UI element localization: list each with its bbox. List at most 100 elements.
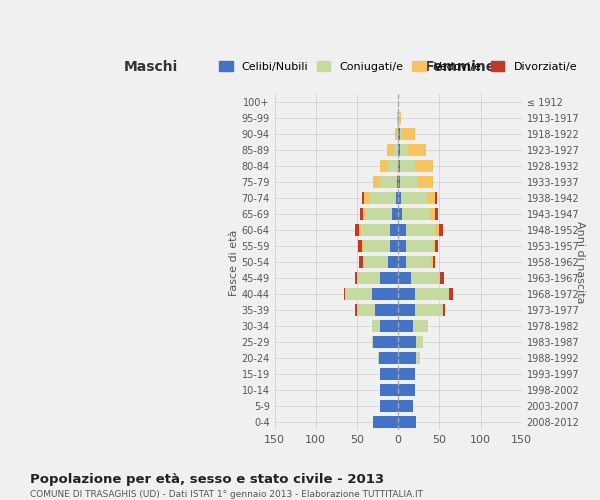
Bar (406, 256, 431, 268)
Bar (435, 208, 438, 220)
Bar (398, 176, 400, 188)
Y-axis label: Fasce di età: Fasce di età (229, 229, 239, 296)
Bar (388, 256, 398, 268)
Bar (443, 304, 445, 316)
Bar (395, 192, 398, 204)
Bar (449, 288, 454, 300)
Bar (402, 128, 415, 140)
Y-axis label: Anni di nascita: Anni di nascita (575, 221, 585, 304)
Bar (398, 192, 401, 204)
Bar (372, 288, 398, 300)
Bar (360, 208, 363, 220)
Bar (373, 336, 398, 348)
Bar (364, 240, 390, 252)
Bar (398, 128, 400, 140)
Bar (380, 384, 398, 396)
Bar (398, 272, 410, 284)
Bar (357, 304, 375, 316)
Bar (397, 112, 398, 124)
Legend: Celibi/Nubili, Coniugati/e, Vedovi/e, Divorziati/e: Celibi/Nubili, Coniugati/e, Vedovi/e, Di… (215, 56, 581, 76)
Bar (380, 368, 398, 380)
Bar (388, 160, 398, 172)
Bar (394, 144, 398, 156)
Bar (428, 208, 435, 220)
Bar (418, 176, 433, 188)
Bar (439, 224, 443, 236)
Bar (355, 272, 357, 284)
Bar (398, 368, 415, 380)
Bar (380, 400, 398, 412)
Bar (415, 288, 449, 300)
Bar (400, 128, 402, 140)
Bar (439, 272, 440, 284)
Bar (398, 336, 416, 348)
Bar (398, 288, 415, 300)
Bar (361, 224, 390, 236)
Bar (372, 336, 373, 348)
Bar (370, 192, 395, 204)
Bar (346, 288, 372, 300)
Bar (415, 304, 443, 316)
Text: Popolazione per età, sesso e stato civile - 2013: Popolazione per età, sesso e stato civil… (30, 472, 384, 486)
Text: Maschi: Maschi (124, 60, 178, 74)
Bar (373, 416, 398, 428)
Bar (398, 144, 400, 156)
Bar (398, 112, 399, 124)
Bar (408, 144, 426, 156)
Bar (398, 352, 416, 364)
Bar (431, 256, 433, 268)
Bar (398, 224, 406, 236)
Bar (433, 256, 435, 268)
Bar (344, 288, 346, 300)
Bar (388, 144, 394, 156)
Bar (440, 272, 444, 284)
Bar (402, 208, 428, 220)
Bar (397, 176, 398, 188)
Bar (413, 320, 428, 332)
Bar (399, 112, 401, 124)
Bar (435, 240, 438, 252)
Bar (435, 192, 437, 204)
Bar (390, 240, 398, 252)
Bar (357, 272, 380, 284)
Bar (400, 160, 415, 172)
Bar (398, 320, 413, 332)
Bar (406, 224, 435, 236)
Bar (372, 320, 380, 332)
Bar (416, 352, 421, 364)
Bar (410, 272, 439, 284)
Bar (401, 192, 427, 204)
Bar (398, 256, 406, 268)
Bar (398, 160, 400, 172)
Bar (362, 192, 364, 204)
Bar (355, 224, 359, 236)
Bar (390, 224, 398, 236)
Bar (380, 320, 398, 332)
Bar (355, 304, 357, 316)
Bar (364, 192, 370, 204)
Bar (427, 192, 435, 204)
Bar (379, 352, 398, 364)
Text: COMUNE DI TRASAGHIS (UD) - Dati ISTAT 1° gennaio 2013 - Elaborazione TUTTITALIA.: COMUNE DI TRASAGHIS (UD) - Dati ISTAT 1°… (30, 490, 423, 499)
Bar (433, 240, 435, 252)
Bar (359, 224, 361, 236)
Bar (397, 128, 398, 140)
Bar (380, 176, 397, 188)
Text: Femmine: Femmine (424, 60, 496, 74)
Bar (358, 240, 362, 252)
Bar (395, 128, 397, 140)
Bar (375, 304, 398, 316)
Bar (362, 240, 364, 252)
Bar (398, 400, 413, 412)
Bar (398, 384, 415, 396)
Bar (400, 176, 418, 188)
Bar (359, 256, 363, 268)
Bar (416, 336, 423, 348)
Bar (364, 256, 388, 268)
Bar (400, 144, 408, 156)
Bar (380, 272, 398, 284)
Bar (398, 240, 406, 252)
Bar (398, 208, 402, 220)
Bar (435, 224, 439, 236)
Bar (363, 256, 364, 268)
